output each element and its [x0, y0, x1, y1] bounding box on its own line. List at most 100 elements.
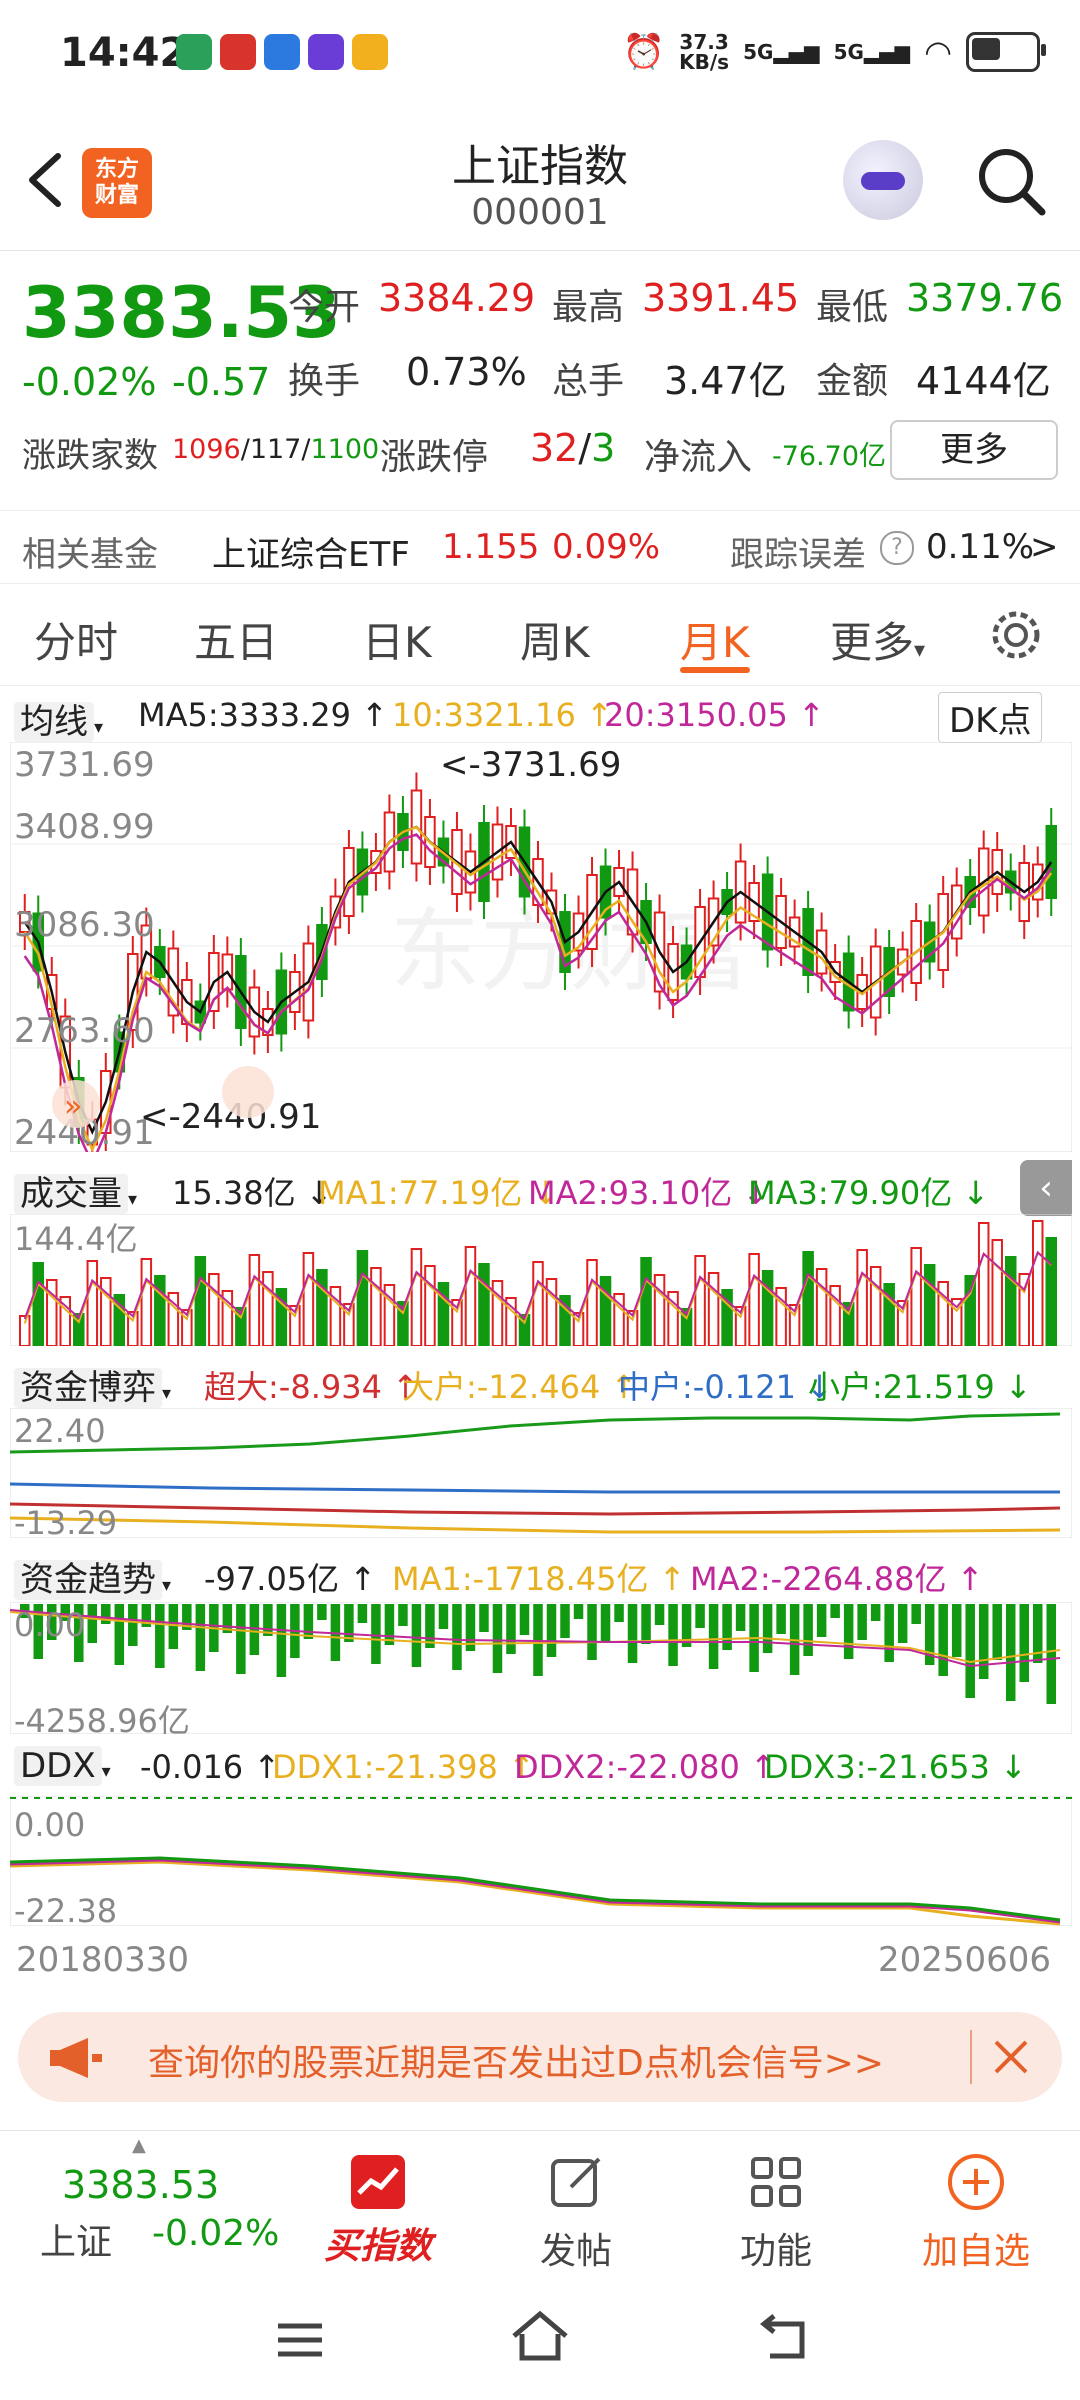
- volume-bar: [653, 1274, 666, 1346]
- ma-select[interactable]: 均线 ▾: [14, 694, 103, 743]
- y-label: 3086.30: [14, 905, 155, 945]
- tab-five-day[interactable]: 五日: [194, 618, 279, 667]
- fund-game-chart[interactable]: 22.40 -13.29: [10, 1408, 1072, 1538]
- related-fund-row[interactable]: 相关基金 上证综合ETF 1.155 0.09% 跟踪误差 ? 0.11% >: [0, 510, 1080, 584]
- promo-banner[interactable]: 查询你的股票近期是否发出过D点机会信号>>: [18, 2012, 1062, 2102]
- close-icon[interactable]: [990, 2036, 1032, 2078]
- add-watchlist-button[interactable]: 加自选: [906, 2151, 1046, 2274]
- ma20-value: 20:3150.05 ↑: [604, 696, 825, 734]
- trend-bar: [465, 1604, 476, 1651]
- related-fund-label: 相关基金: [22, 535, 158, 575]
- volume-value: 15.38亿 ↓: [172, 1174, 333, 1212]
- trend-bar: [681, 1604, 692, 1647]
- tab-more[interactable]: 更多▾: [830, 618, 926, 667]
- trend-bar: [668, 1604, 678, 1666]
- bottom-index-price[interactable]: 3383.53: [62, 2163, 220, 2207]
- tab-weekly-k[interactable]: 周K: [520, 618, 590, 667]
- fund-trend-value: -97.05亿 ↑: [204, 1560, 377, 1598]
- bottom-action-bar: ▲ 3383.53 上证 -0.02% 买指数 发帖 功能 加自选: [0, 2130, 1080, 2274]
- function-button[interactable]: 功能: [716, 2151, 836, 2274]
- back-icon[interactable]: [20, 150, 70, 210]
- mid-value: 中户:-0.121 ↓: [618, 1368, 833, 1406]
- page-title: 上证指数: [452, 141, 628, 192]
- trend-bar: [803, 1604, 813, 1656]
- assistant-robot-icon[interactable]: [843, 140, 923, 220]
- bottom-index-pct[interactable]: -0.02%: [152, 2213, 280, 2254]
- buy-index-button[interactable]: 买指数: [318, 2151, 438, 2269]
- tab-monthly-k[interactable]: 月K: [680, 618, 750, 667]
- post-button[interactable]: 发帖: [516, 2151, 636, 2274]
- trend-bar: [195, 1604, 206, 1671]
- y-label: -4258.96亿: [14, 1702, 190, 1734]
- super-large-value: 超大:-8.934 ↑: [204, 1368, 419, 1406]
- ddx-select[interactable]: DDX ▾: [14, 1746, 111, 1786]
- app-notification-icon: [176, 34, 212, 70]
- fund-game-select[interactable]: 资金博弈 ▾: [14, 1360, 171, 1409]
- promo-text: 查询你的股票近期是否发出过D点机会信号>>: [148, 2043, 885, 2084]
- tab-intraday[interactable]: 分时: [34, 618, 119, 667]
- open-value: 3384.29: [378, 276, 536, 320]
- home-icon[interactable]: [508, 2306, 572, 2370]
- volume-bar: [829, 1285, 841, 1346]
- trend-bar: [114, 1604, 125, 1665]
- ddx2-value: DDX2:-22.080 ↑: [514, 1748, 777, 1786]
- trend-bar: [33, 1604, 44, 1659]
- collapse-panel-icon[interactable]: ‹: [1020, 1160, 1072, 1216]
- trend-bar: [276, 1604, 287, 1677]
- menu-icon[interactable]: [270, 2310, 330, 2370]
- trend-bar: [506, 1604, 516, 1654]
- volume-bar: [451, 1299, 463, 1346]
- edit-icon: [551, 2157, 601, 2207]
- amount-label: 金额: [816, 361, 889, 402]
- volume-bar: [73, 1313, 85, 1346]
- trend-bar: [762, 1604, 773, 1653]
- trend-bar: [600, 1604, 611, 1641]
- status-time: 14:42: [60, 30, 188, 76]
- ddx3-value: DDX3:-21.653 ↓: [764, 1748, 1027, 1786]
- volume-bar: [883, 1283, 895, 1346]
- amount-value: 4144亿: [916, 359, 1051, 403]
- chevron-right-icon: >: [1030, 527, 1059, 567]
- volume-bar: [896, 1300, 909, 1346]
- trend-bar: [857, 1604, 867, 1640]
- more-button[interactable]: 更多: [890, 420, 1058, 480]
- tab-daily-k[interactable]: 日K: [362, 618, 432, 667]
- volume-bar: [532, 1261, 544, 1346]
- ddx-chart[interactable]: 0.00 -22.38: [10, 1796, 1072, 1926]
- trend-bar: [992, 1604, 1002, 1660]
- fund-trend-select[interactable]: 资金趋势 ▾: [14, 1552, 171, 1601]
- trend-bar: [897, 1604, 908, 1643]
- volume-bar: [761, 1270, 774, 1346]
- trend-bar: [438, 1604, 449, 1629]
- tracking-error-value: 0.11%: [926, 527, 1035, 567]
- volume-bar: [545, 1278, 558, 1346]
- trend-bar: [884, 1604, 894, 1662]
- volume-bar: [626, 1310, 639, 1346]
- volume-bar: [437, 1282, 450, 1346]
- gear-icon[interactable]: [988, 607, 1044, 663]
- volume-bar: [86, 1260, 99, 1346]
- app-logo[interactable]: 东方 财富: [82, 148, 152, 218]
- volume-bar: [964, 1275, 976, 1346]
- fund-pct: 0.09%: [552, 527, 661, 567]
- dk-point-button[interactable]: DK点: [938, 692, 1043, 743]
- trend-bar: [398, 1604, 408, 1626]
- help-icon[interactable]: ?: [880, 531, 914, 565]
- plus-circle-icon: [948, 2154, 1004, 2210]
- volume-bar: [167, 1292, 180, 1346]
- trend-bar: [830, 1604, 840, 1618]
- trend-bar: [479, 1604, 489, 1632]
- volume-bar: [559, 1295, 571, 1346]
- fund-trend-chart[interactable]: 0.00 -4258.96亿: [10, 1602, 1072, 1734]
- search-icon[interactable]: [972, 142, 1052, 222]
- volume-bar: [640, 1257, 652, 1346]
- volume-chart[interactable]: 144.4亿: [10, 1214, 1072, 1346]
- back-nav-icon[interactable]: [752, 2308, 812, 2368]
- volume-bar: [856, 1249, 868, 1346]
- volume-bar: [370, 1267, 382, 1346]
- volume-bar: [154, 1275, 166, 1346]
- bottom-index-name[interactable]: 上证: [40, 2222, 113, 2263]
- volume-select[interactable]: 成交量 ▾: [14, 1166, 137, 1215]
- volume-bar: [734, 1306, 747, 1346]
